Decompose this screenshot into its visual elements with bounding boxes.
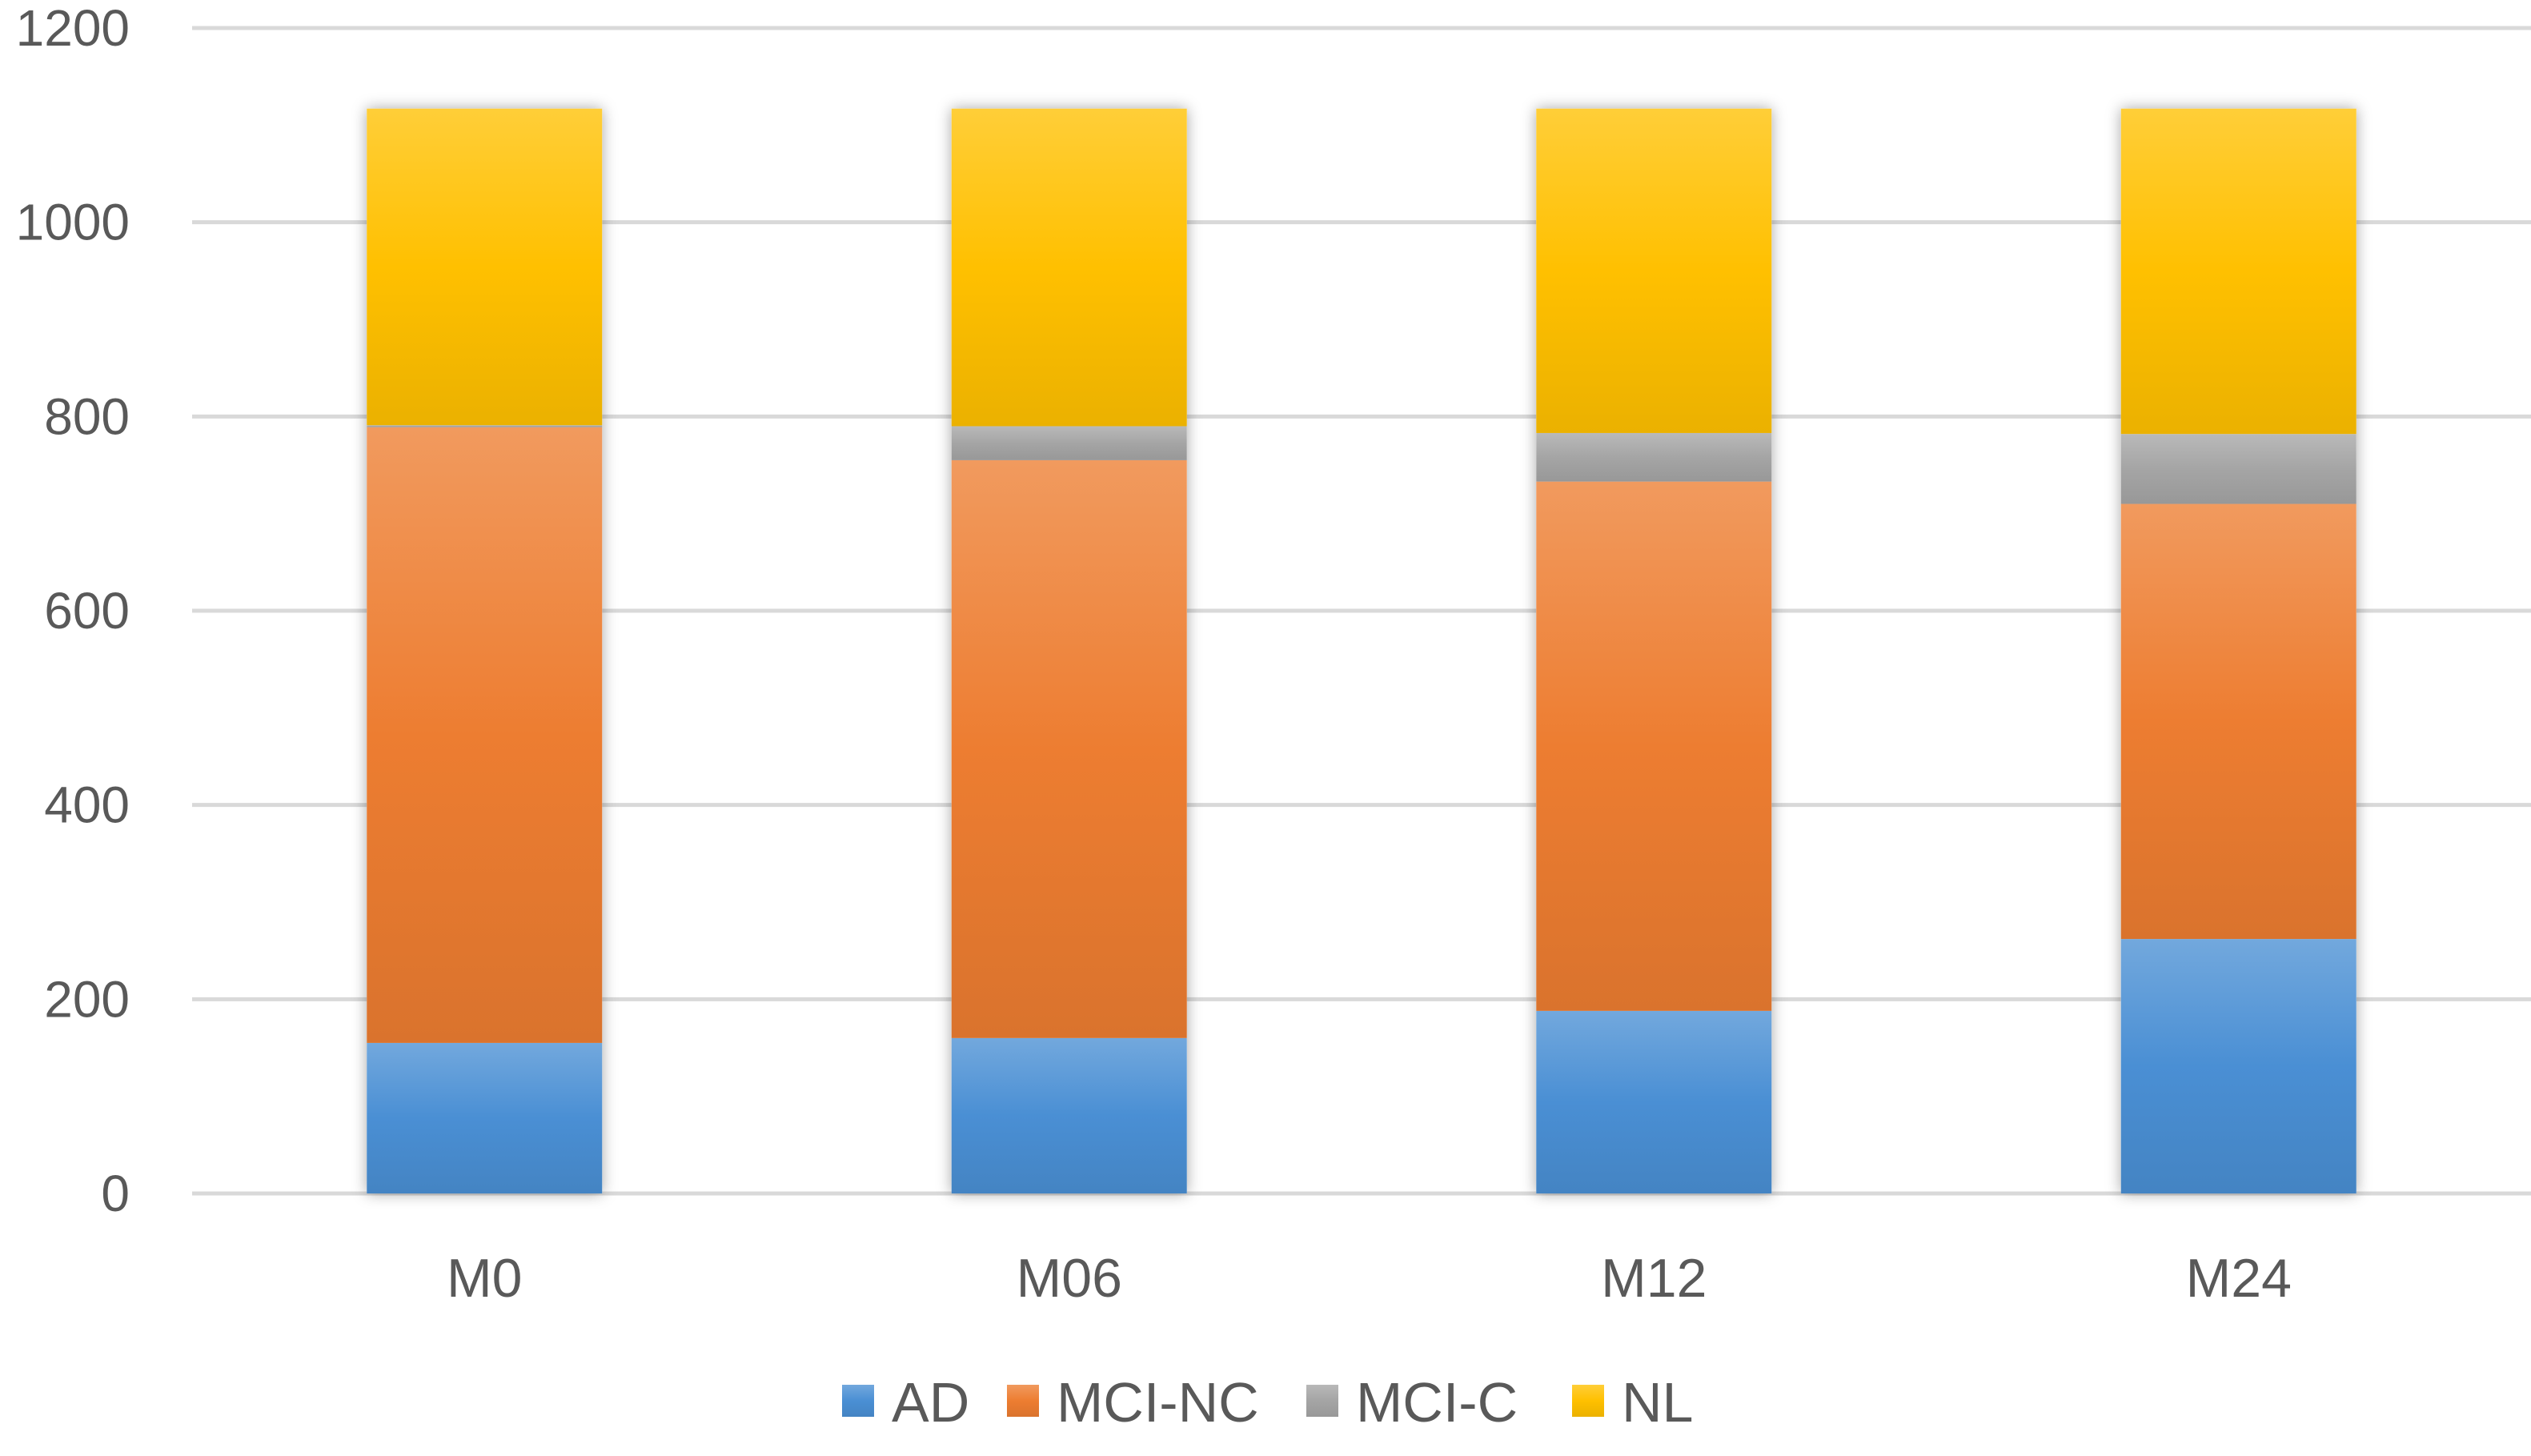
y-tick-label: 600 bbox=[44, 582, 130, 640]
legend-item-nl: NL bbox=[1572, 1371, 1693, 1434]
bar-segment-ad-m0 bbox=[367, 1042, 603, 1193]
bar-segment-mci-c-m06 bbox=[951, 426, 1187, 460]
y-tick-label: 400 bbox=[44, 776, 130, 834]
y-tick-label: 800 bbox=[44, 387, 130, 445]
legend-swatch bbox=[1306, 1385, 1338, 1417]
bar-stack-m12 bbox=[1536, 108, 1772, 1193]
y-tick-label: 1000 bbox=[16, 194, 130, 251]
bar-segment-ad-m06 bbox=[951, 1037, 1187, 1193]
legend-item-mci-c: MCI-C bbox=[1306, 1371, 1518, 1434]
y-axis-tick-labels: 0 200 400 600 800 1000 1200 bbox=[16, 0, 130, 1222]
legend-label: MCI-NC bbox=[1057, 1371, 1259, 1434]
bar-segment-nl-m12 bbox=[1536, 108, 1772, 433]
y-tick-label: 200 bbox=[44, 970, 130, 1028]
x-axis-category-labels: M0 M06 M12 M24 bbox=[447, 1248, 2292, 1309]
bar-stack-m24 bbox=[2120, 108, 2357, 1193]
legend-label: NL bbox=[1622, 1371, 1693, 1434]
bar-segment-mci-c-m0 bbox=[367, 425, 603, 427]
legend-swatch bbox=[1572, 1385, 1604, 1417]
bar-segment-ad-m12 bbox=[1536, 1010, 1772, 1193]
x-tick-label: M06 bbox=[1017, 1248, 1122, 1309]
bars bbox=[367, 108, 2357, 1193]
bar-segment-mci-nc-m0 bbox=[367, 427, 603, 1043]
bar-segment-mci-c-m24 bbox=[2120, 434, 2357, 504]
bar-stack-m0 bbox=[367, 108, 603, 1193]
bar-segment-mci-nc-m24 bbox=[2120, 503, 2357, 940]
bar-segment-nl-m0 bbox=[367, 108, 603, 426]
bar-stack-m06 bbox=[951, 108, 1187, 1193]
y-tick-label: 1200 bbox=[16, 0, 130, 57]
bar-segment-mci-nc-m06 bbox=[951, 459, 1187, 1038]
bar-segment-ad-m24 bbox=[2120, 939, 2357, 1193]
x-tick-label: M24 bbox=[2186, 1248, 2292, 1309]
x-tick-label: M0 bbox=[447, 1248, 522, 1309]
bar-segment-nl-m06 bbox=[951, 108, 1187, 427]
legend-label: MCI-C bbox=[1356, 1371, 1518, 1434]
bar-segment-mci-c-m12 bbox=[1536, 432, 1772, 482]
legend-item-mci-nc: MCI-NC bbox=[1007, 1371, 1259, 1434]
legend-label: AD bbox=[892, 1371, 969, 1434]
legend: AD MCI-NC MCI-C NL bbox=[842, 1371, 1693, 1434]
bar-segment-mci-nc-m12 bbox=[1536, 481, 1772, 1011]
x-tick-label: M12 bbox=[1601, 1248, 1707, 1309]
y-tick-label: 0 bbox=[101, 1165, 130, 1222]
legend-swatch bbox=[842, 1385, 874, 1417]
legend-item-ad: AD bbox=[842, 1371, 969, 1434]
bar-segment-nl-m24 bbox=[2120, 108, 2357, 435]
legend-swatch bbox=[1007, 1385, 1039, 1417]
